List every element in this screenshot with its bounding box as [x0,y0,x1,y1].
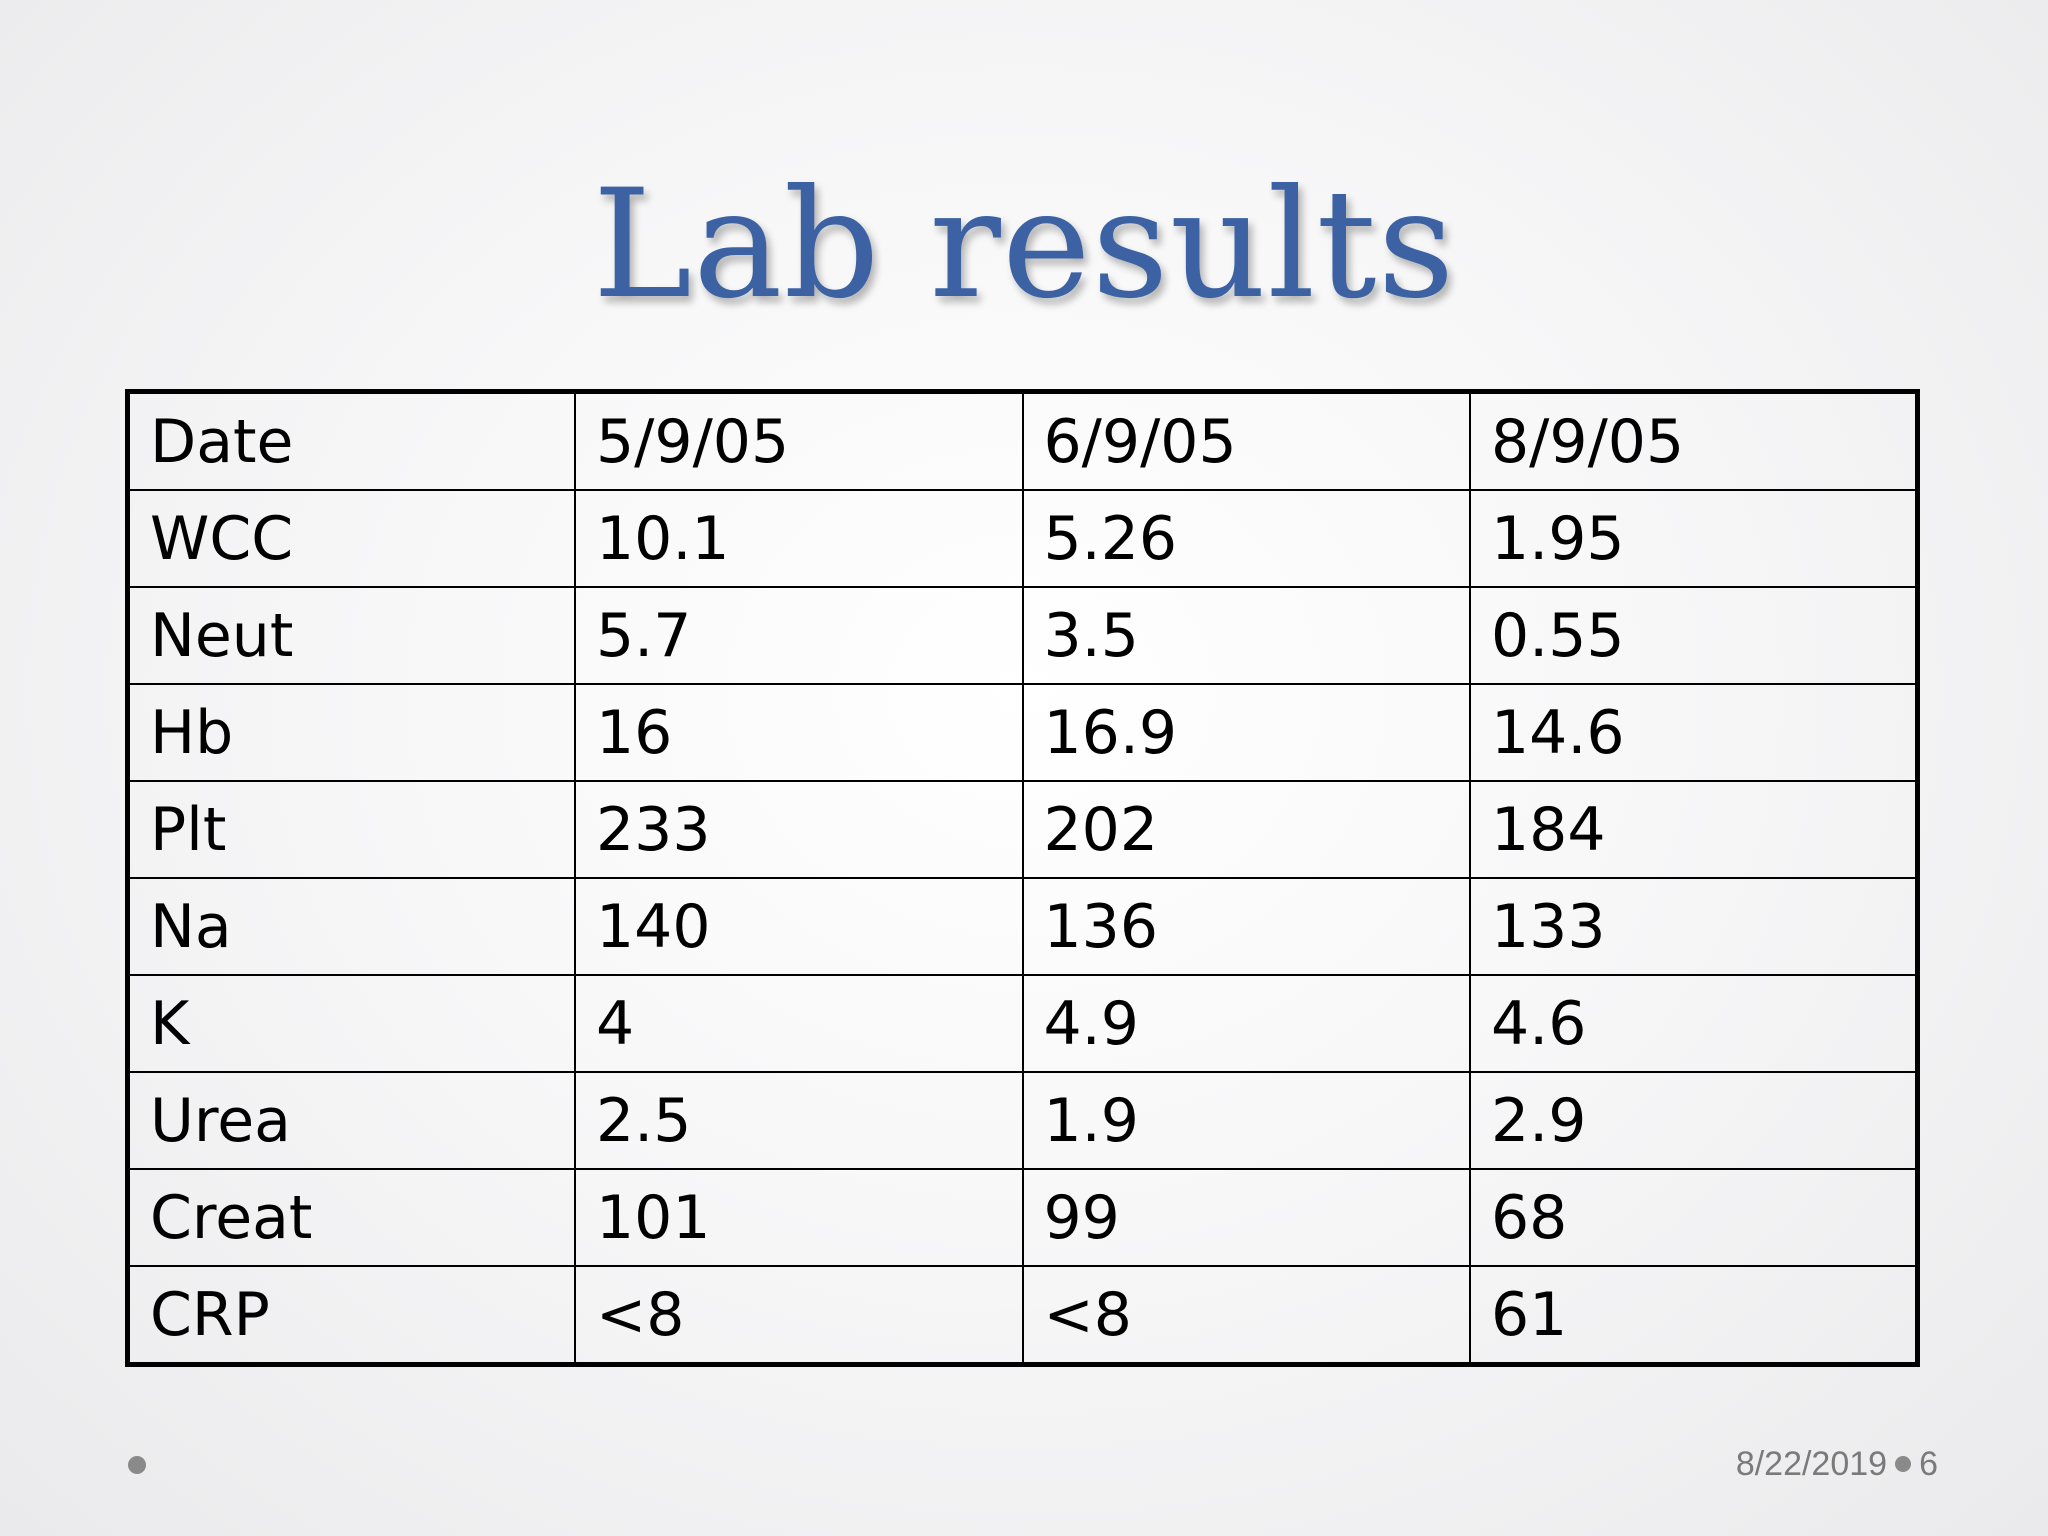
footer-bullet-icon [128,1456,146,1474]
table-row: Creat 101 99 68 [126,1168,1919,1267]
table-cell: Date [126,390,576,491]
table-header-row: Date 5/9/05 6/9/05 8/9/05 [126,390,1919,491]
table-cell: Na [126,877,576,976]
table-cell: 99 [1021,1168,1471,1267]
slide-title: Lab results [592,158,1456,332]
table-cell: Plt [126,780,576,879]
table-cell: Creat [126,1168,576,1267]
table-cell: 5.26 [1021,489,1471,588]
table-cell: 5/9/05 [574,390,1024,491]
table-cell: 6/9/05 [1021,390,1471,491]
table-cell: Neut [126,586,576,685]
table-row: Hb 16 16.9 14.6 [126,683,1919,782]
table-cell: 3.5 [1021,586,1471,685]
table-cell: K [126,974,576,1073]
table-row: CRP <8 <8 61 [126,1265,1919,1366]
table-cell: 10.1 [574,489,1024,588]
slide-number: 6 [1919,1444,1938,1483]
table-row: Na 140 136 133 [126,877,1919,976]
table-cell: Urea [126,1071,576,1170]
table-cell: 202 [1021,780,1471,879]
table-cell: 1.95 [1469,489,1919,588]
table-cell: 16 [574,683,1024,782]
table-cell: 184 [1469,780,1919,879]
table-cell: <8 [1021,1265,1471,1366]
lab-results-table: Date 5/9/05 6/9/05 8/9/05 WCC 10.1 5.26 … [125,389,1920,1367]
table-row: WCC 10.1 5.26 1.95 [126,489,1919,588]
footer-bullet-icon [1895,1456,1912,1472]
table-cell: 68 [1469,1168,1919,1267]
table-cell: 16.9 [1021,683,1471,782]
table-cell: 2.9 [1469,1071,1919,1170]
table-cell: <8 [574,1265,1024,1366]
table-cell: 140 [574,877,1024,976]
table-cell: 14.6 [1469,683,1919,782]
table-cell: 133 [1469,877,1919,976]
table-cell: 2.5 [574,1071,1024,1170]
slide-footer: 8/22/2019 6 [1736,1444,1938,1484]
table-cell: 5.7 [574,586,1024,685]
table-row: Neut 5.7 3.5 0.55 [126,586,1919,685]
table-cell: 4.6 [1469,974,1919,1073]
table-cell: 4.9 [1021,974,1471,1073]
table-row: Plt 233 202 184 [126,780,1919,879]
table-cell: 233 [574,780,1024,879]
table-cell: 101 [574,1168,1024,1267]
table-cell: CRP [126,1265,576,1366]
table-cell: 8/9/05 [1469,390,1919,491]
table-row: K 4 4.9 4.6 [126,974,1919,1073]
table-row: Urea 2.5 1.9 2.9 [126,1071,1919,1170]
table-cell: 61 [1469,1265,1919,1366]
table-cell: 0.55 [1469,586,1919,685]
table-cell: 1.9 [1021,1071,1471,1170]
table-cell: Hb [126,683,576,782]
table-cell: WCC [126,489,576,588]
table-cell: 136 [1021,877,1471,976]
footer-date: 8/22/2019 [1735,1444,1888,1483]
table-cell: 4 [574,974,1024,1073]
